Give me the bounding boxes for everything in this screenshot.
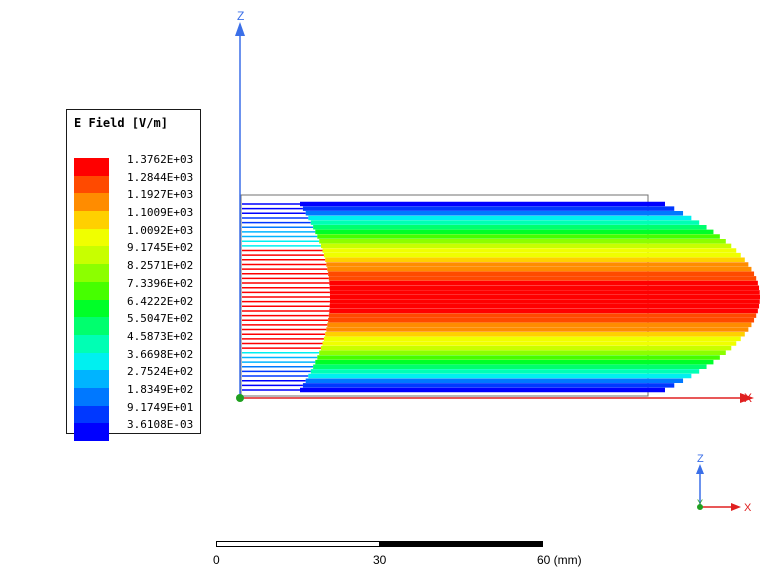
x-axis-arrow-icon [740, 393, 754, 403]
legend-value: 1.3762E+03 [127, 153, 194, 166]
orientation-triad: Z X Y [696, 453, 752, 514]
triad-origin [697, 504, 703, 510]
legend-value: 3.6698E+02 [127, 347, 194, 361]
z-axis-label: Z [237, 9, 244, 23]
legend-value: 9.1749E+01 [127, 400, 194, 414]
legend-swatch [74, 370, 109, 388]
triad-x-arrow-icon [731, 503, 741, 511]
x-axis-label: X [744, 391, 752, 405]
legend-swatch [74, 228, 109, 247]
legend-value: 1.0092E+03 [127, 223, 194, 237]
triad-y-label: Y [697, 498, 703, 508]
triad-z-arrow-icon [696, 464, 704, 474]
legend-swatch [74, 281, 109, 300]
scale-label-end: 60 (mm) [537, 553, 582, 567]
legend-value: 5.5047E+02 [127, 312, 194, 326]
triad-x-label: X [744, 502, 752, 514]
legend-value: 6.4222E+02 [127, 294, 194, 308]
legend-value: 4.5873E+02 [127, 329, 194, 343]
legend-swatch [74, 334, 109, 353]
legend-swatch [74, 193, 109, 212]
legend-value: 9.1745E+02 [127, 241, 194, 255]
legend-swatches [74, 158, 109, 441]
scale-bar-segment-black [379, 541, 543, 547]
scale-label-start: 0 [213, 553, 220, 567]
legend-value: 3.6108E-03 [127, 418, 194, 432]
z-axis-arrow-icon [235, 22, 245, 36]
legend-title: E Field [V/m] [74, 116, 168, 130]
triad-z-label: Z [697, 453, 704, 465]
legend-value: 1.2844E+03 [127, 170, 194, 184]
legend-swatch [74, 405, 109, 424]
legend-swatch [74, 317, 109, 335]
legend-value: 8.2571E+02 [127, 259, 194, 273]
legend-value: 2.7524E+02 [127, 365, 194, 379]
legend-swatch [74, 158, 109, 176]
origin-marker [236, 394, 244, 402]
legend-swatch [74, 246, 109, 265]
legend-swatch [74, 175, 109, 194]
legend-swatch [74, 211, 109, 229]
main-axes: Z X [235, 9, 754, 405]
scale-bar-segment-white [216, 541, 380, 547]
scale-label-mid: 30 [373, 553, 387, 567]
legend-value: 1.1009E+03 [127, 206, 194, 220]
legend-values: 1.3762E+03 1.2844E+03 1.1927E+03 1.1009E+03… [127, 151, 193, 434]
legend-value: 1.8349E+02 [127, 382, 194, 396]
legend-swatch [74, 387, 109, 406]
legend-swatch [74, 264, 109, 282]
legend-swatch [74, 299, 109, 318]
e-field-vector-plot [242, 201, 760, 393]
legend-swatch [74, 423, 109, 441]
field-legend[interactable]: E Field [V/m] 1.3762E+03 1.2844E+03 1.1927… [66, 109, 201, 441]
legend-value: 1.1927E+03 [127, 188, 194, 202]
legend-swatch [74, 352, 109, 371]
legend-value: 7.3396E+02 [127, 276, 194, 290]
